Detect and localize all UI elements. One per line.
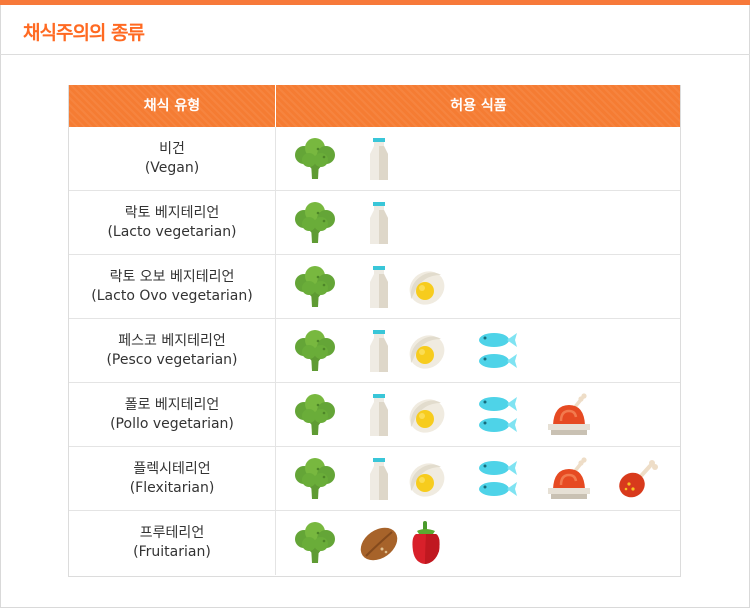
allowed-foods-cell: [277, 319, 680, 382]
title-divider: [0, 54, 750, 55]
type-cell: 락토 베지테리언 (Lacto vegetarian): [69, 191, 276, 254]
pepper-icon: [403, 519, 451, 567]
table-row: 락토 오보 베지테리언 (Lacto Ovo vegetarian): [69, 255, 680, 319]
type-name-english: (Lacto Ovo vegetarian): [91, 287, 253, 304]
type-name-korean: 페스코 베지테리언: [118, 332, 226, 349]
type-name-korean: 플렉시테리언: [133, 460, 211, 477]
type-name-english: (Flexitarian): [129, 479, 215, 496]
type-cell: 락토 오보 베지테리언 (Lacto Ovo vegetarian): [69, 255, 276, 318]
type-name-korean: 비건: [159, 140, 185, 157]
nut-icon: [355, 519, 403, 567]
type-cell: 비건 (Vegan): [69, 127, 276, 190]
header-type: 채식 유형: [69, 85, 276, 127]
vegetarian-types-table: 채식 유형 허용 식품 비건 (Vegan) 락토 베지테리언 (Lacto vege…: [68, 85, 681, 577]
broccoli-icon: [291, 263, 339, 311]
type-name-korean: 락토 베지테리언: [124, 204, 220, 221]
drumstick-icon: [612, 455, 660, 503]
allowed-foods-cell: [277, 383, 680, 446]
egg-icon: [403, 327, 451, 375]
milk-icon: [355, 263, 403, 311]
allowed-foods-cell: [277, 191, 680, 254]
egg-icon: [403, 455, 451, 503]
type-name-korean: 폴로 베지테리언: [124, 396, 220, 413]
top-accent-bar: [0, 0, 750, 5]
allowed-foods-cell: [277, 255, 680, 318]
table-header: 채식 유형 허용 식품: [69, 85, 680, 127]
fish-icon: [471, 327, 519, 375]
table-row: 비건 (Vegan): [69, 127, 680, 191]
broccoli-icon: [291, 199, 339, 247]
type-cell: 폴로 베지테리언 (Pollo vegetarian): [69, 383, 276, 446]
table-row: 락토 베지테리언 (Lacto vegetarian): [69, 191, 680, 255]
roast-chicken-icon: [545, 391, 593, 439]
broccoli-icon: [291, 135, 339, 183]
type-name-english: (Fruitarian): [133, 544, 211, 560]
type-name-english: (Pollo vegetarian): [110, 415, 234, 432]
fish-icon: [471, 391, 519, 439]
milk-icon: [355, 391, 403, 439]
milk-icon: [355, 135, 403, 183]
table-row: 플렉시테리언 (Flexitarian): [69, 447, 680, 511]
type-name-english: (Lacto vegetarian): [107, 223, 237, 240]
broccoli-icon: [291, 391, 339, 439]
egg-icon: [403, 391, 451, 439]
roast-chicken-icon: [545, 455, 593, 503]
type-name-english: (Vegan): [144, 159, 200, 176]
broccoli-icon: [291, 519, 339, 567]
type-cell: 플렉시테리언 (Flexitarian): [69, 447, 276, 510]
type-name-english: (Pesco vegetarian): [106, 351, 238, 368]
table-row: 프루테리언 (Fruitarian): [69, 511, 680, 575]
allowed-foods-cell: [277, 447, 680, 510]
type-name-korean: 프루테리언: [139, 525, 205, 541]
milk-icon: [355, 327, 403, 375]
table-row: 폴로 베지테리언 (Pollo vegetarian): [69, 383, 680, 447]
allowed-foods-cell: [277, 511, 680, 575]
type-cell: 페스코 베지테리언 (Pesco vegetarian): [69, 319, 276, 382]
milk-icon: [355, 455, 403, 503]
allowed-foods-cell: [277, 127, 680, 190]
type-name-korean: 락토 오보 베지테리언: [109, 268, 235, 285]
broccoli-icon: [291, 327, 339, 375]
broccoli-icon: [291, 455, 339, 503]
header-foods: 허용 식품: [450, 98, 507, 114]
egg-icon: [403, 263, 451, 311]
page-title: 채식주의의 종류: [23, 22, 145, 44]
fish-icon: [471, 455, 519, 503]
type-cell: 프루테리언 (Fruitarian): [69, 511, 276, 575]
table-row: 페스코 베지테리언 (Pesco vegetarian): [69, 319, 680, 383]
milk-icon: [355, 199, 403, 247]
